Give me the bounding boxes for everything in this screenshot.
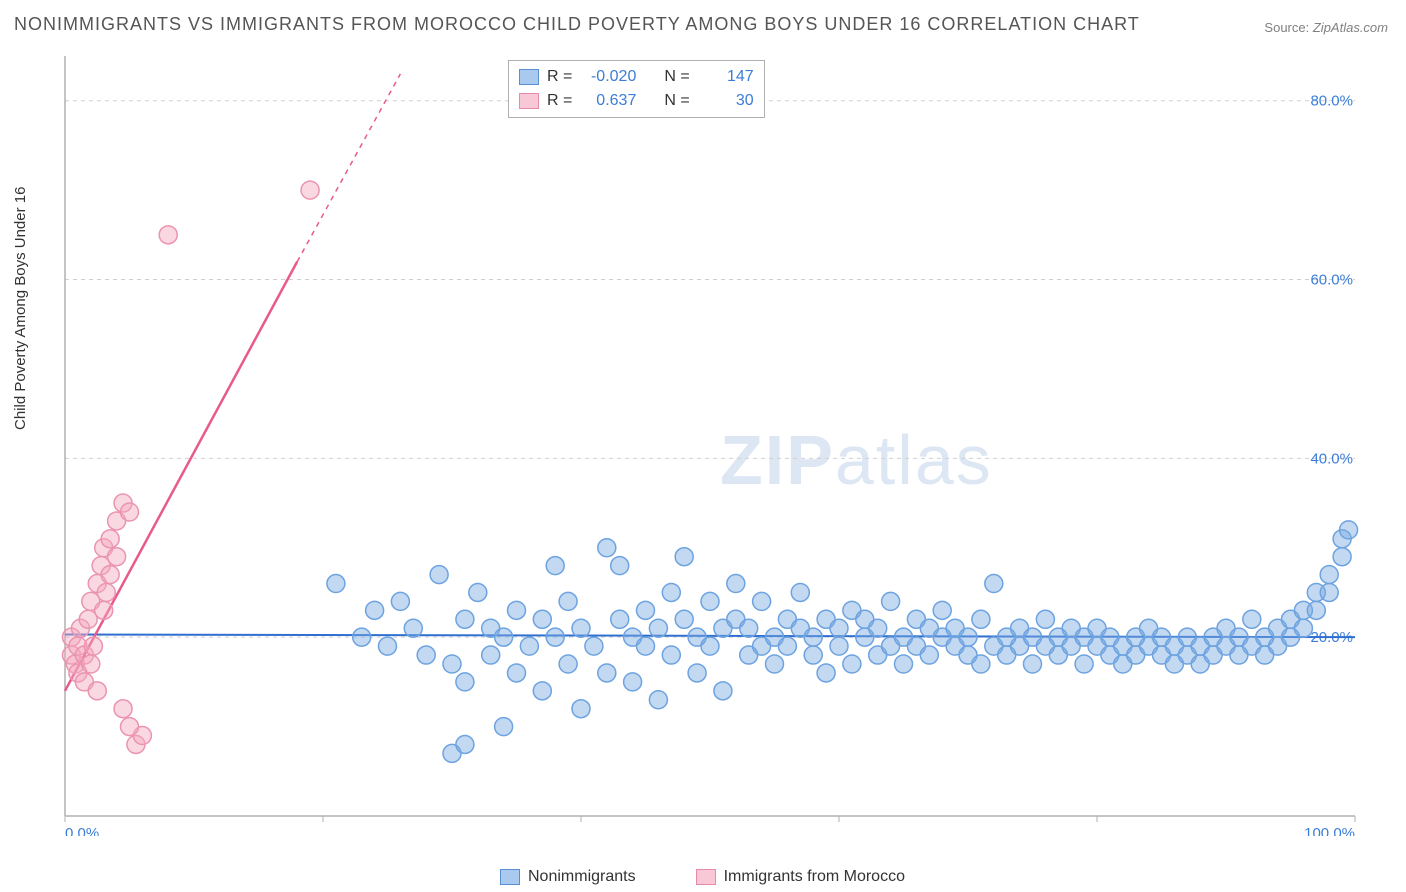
legend-swatch-blue	[500, 869, 520, 885]
stats-n-label: N =	[664, 68, 689, 86]
source-value: ZipAtlas.com	[1313, 20, 1388, 35]
svg-text:80.0%: 80.0%	[1310, 93, 1353, 110]
svg-text:40.0%: 40.0%	[1310, 450, 1353, 467]
stats-r-value-1: -0.020	[580, 68, 636, 86]
legend-item-immigrants: Immigrants from Morocco	[696, 868, 905, 886]
legend-swatch-pink	[696, 869, 716, 885]
svg-text:0.0%: 0.0%	[65, 825, 99, 836]
stats-swatch-pink	[519, 93, 539, 109]
legend-label-2: Immigrants from Morocco	[724, 868, 905, 886]
stats-r-value-2: 0.637	[580, 92, 636, 110]
source-label: Source:	[1264, 20, 1309, 35]
legend-item-nonimmigrants: Nonimmigrants	[500, 868, 636, 886]
stats-n-label: N =	[664, 92, 689, 110]
source-attribution: Source: ZipAtlas.com	[1264, 20, 1388, 35]
correlation-stats-box: R = -0.020 N = 147 R = 0.637 N = 30	[508, 60, 765, 118]
svg-text:60.0%: 60.0%	[1310, 272, 1353, 289]
svg-text:100.0%: 100.0%	[1304, 825, 1355, 836]
stats-row-series1: R = -0.020 N = 147	[519, 65, 754, 89]
stats-n-value-1: 147	[698, 68, 754, 86]
stats-n-value-2: 30	[698, 92, 754, 110]
legend: Nonimmigrants Immigrants from Morocco	[500, 868, 905, 886]
scatter-chart: 20.0%40.0%60.0%80.0%0.0%100.0%	[55, 56, 1375, 836]
legend-label-1: Nonimmigrants	[528, 868, 636, 886]
y-axis-label: Child Poverty Among Boys Under 16	[12, 187, 29, 430]
chart-title: NONIMMIGRANTS VS IMMIGRANTS FROM MOROCCO…	[14, 14, 1140, 35]
stats-r-label: R =	[547, 92, 572, 110]
stats-row-series2: R = 0.637 N = 30	[519, 89, 754, 113]
stats-r-label: R =	[547, 68, 572, 86]
stats-swatch-blue	[519, 69, 539, 85]
